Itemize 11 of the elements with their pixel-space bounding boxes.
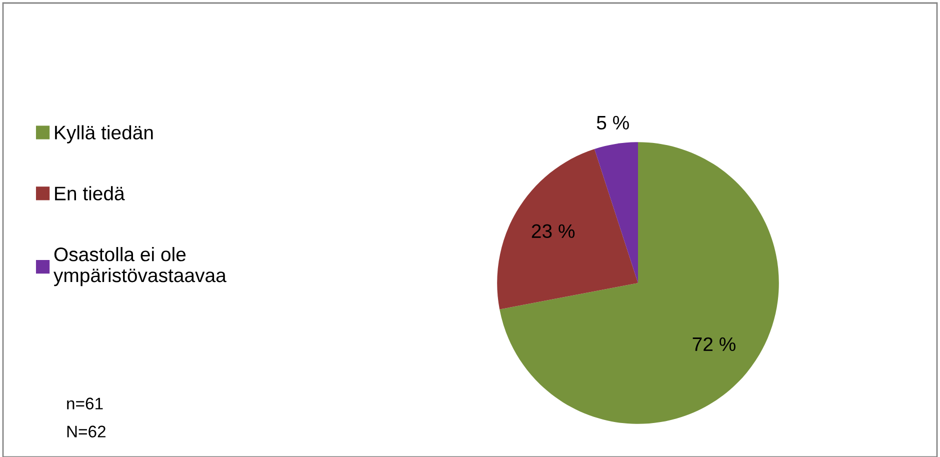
pie-slice bbox=[500, 142, 779, 424]
pie-slice bbox=[594, 142, 638, 283]
data-label: 23 % bbox=[532, 224, 575, 238]
data-label: 5 % bbox=[596, 116, 629, 130]
legend-label: Osastolla ei ole ympäristövastaavaa bbox=[54, 247, 226, 286]
text: n=61 bbox=[67, 398, 103, 410]
data-label: 72 % bbox=[692, 337, 736, 352]
legend-label: En tiedä bbox=[55, 186, 125, 200]
pie-slice bbox=[497, 148, 638, 310]
legend-label: Kyllä tiedän bbox=[55, 125, 153, 144]
text: N=62 bbox=[67, 426, 106, 438]
